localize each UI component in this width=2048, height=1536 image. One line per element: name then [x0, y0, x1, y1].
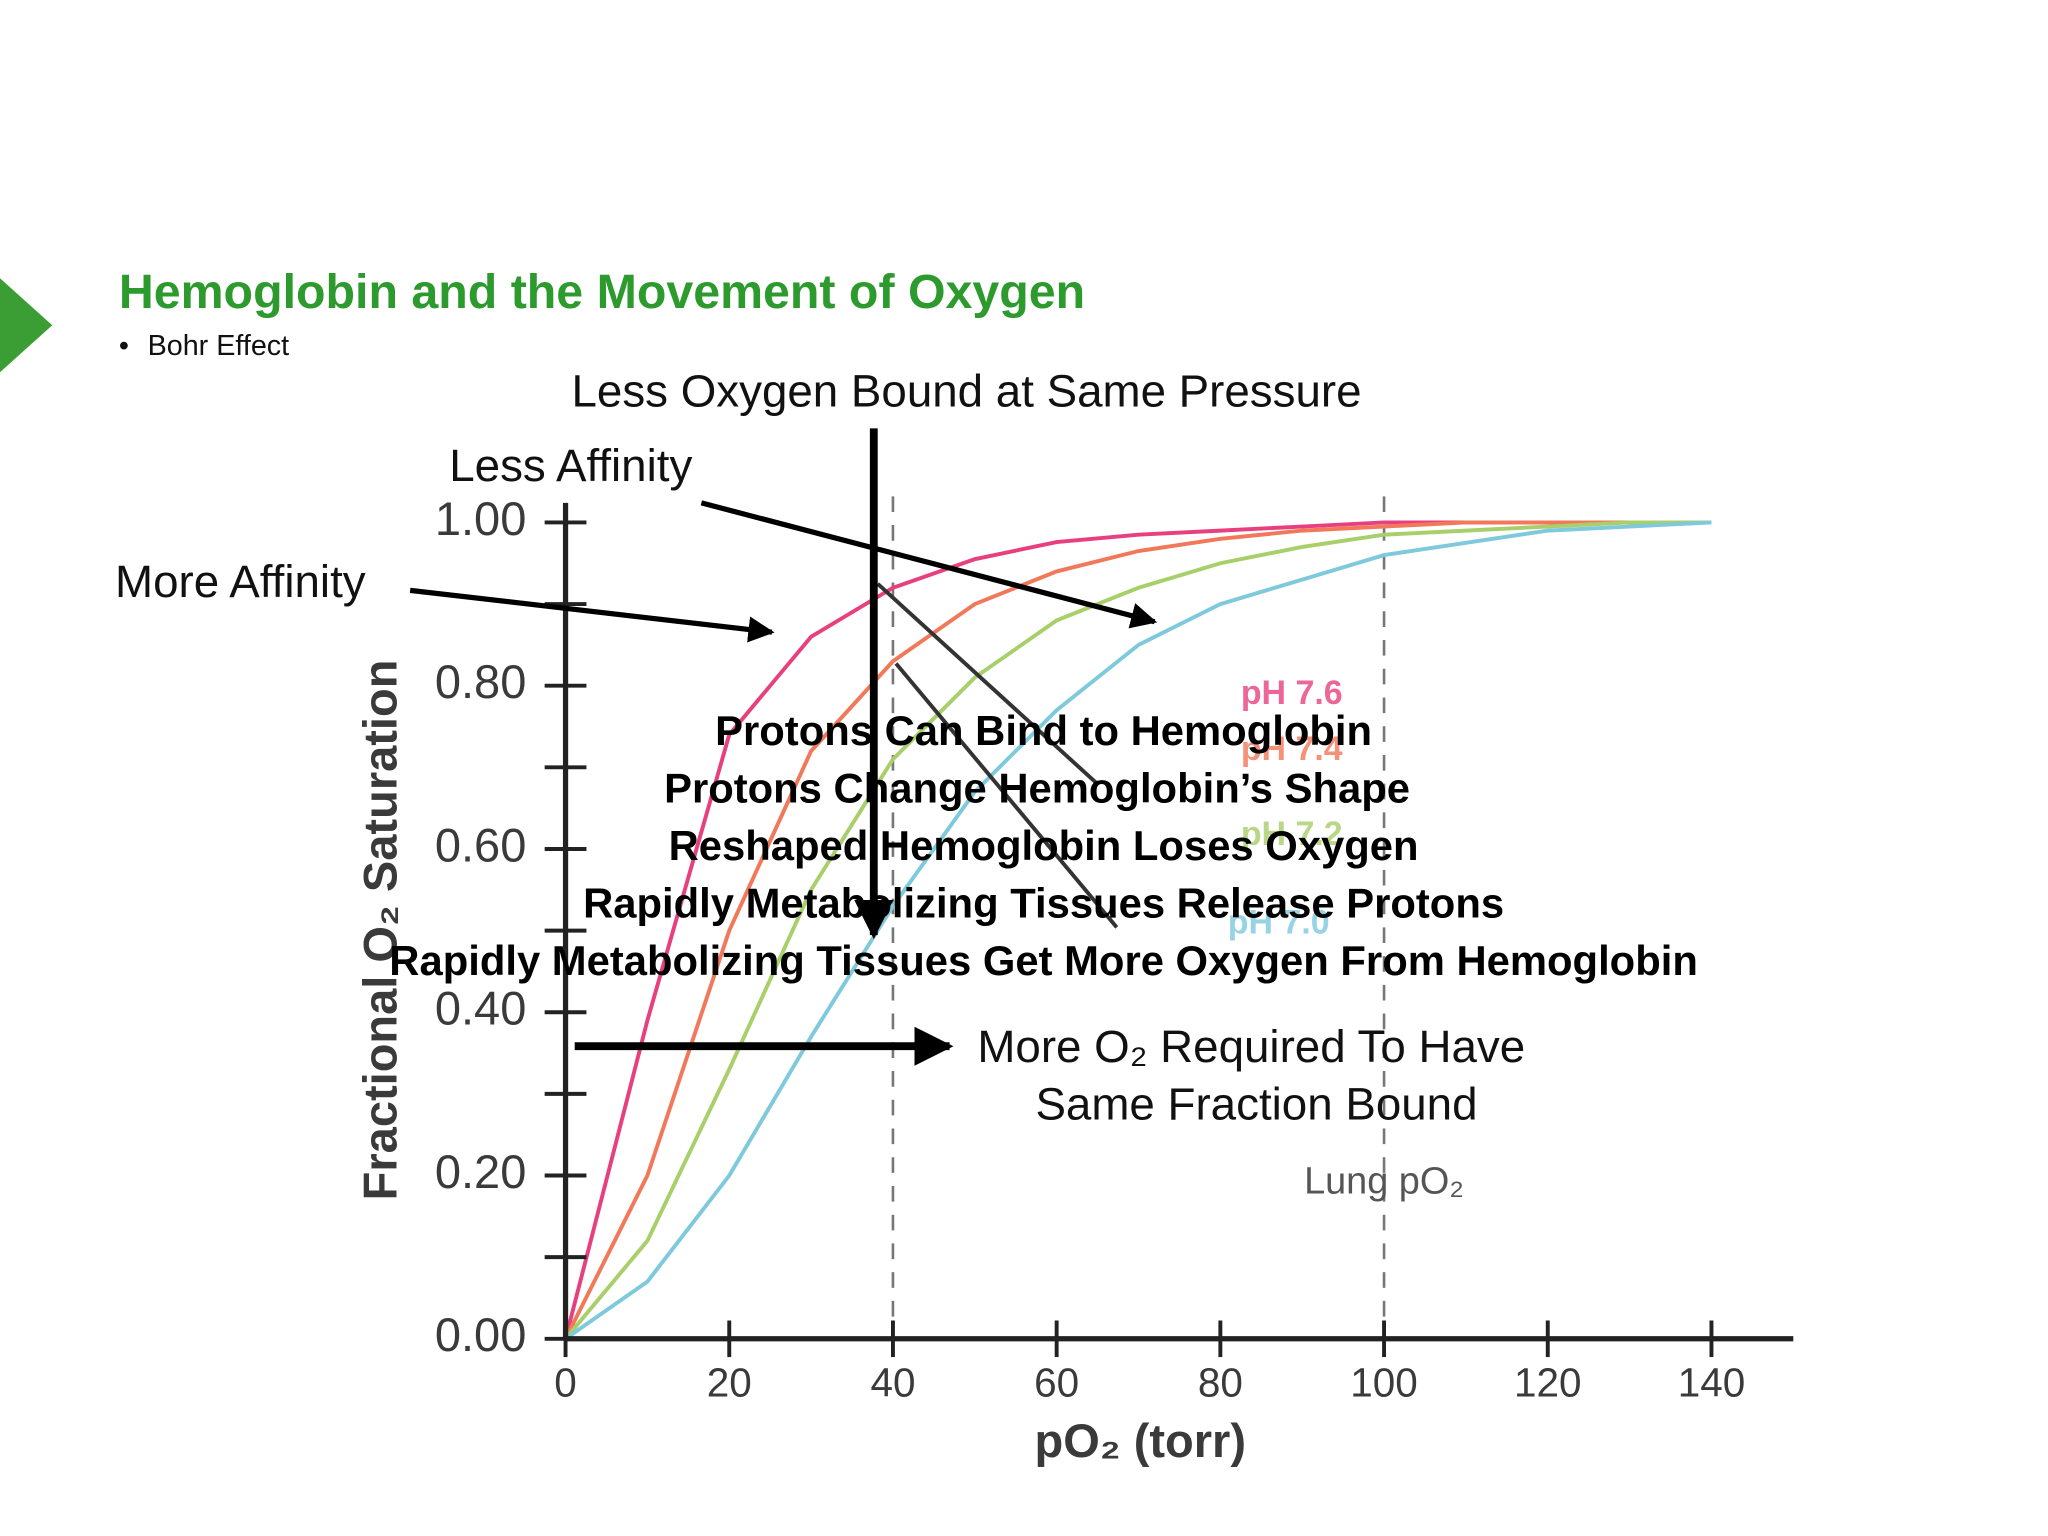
annotation: Less Oxygen Bound at Same Pressure: [571, 366, 1361, 417]
annotation: More Affinity: [115, 556, 366, 607]
x-tick-label: 140: [1678, 1359, 1746, 1405]
y-tick-label: 0.00: [435, 1308, 527, 1361]
x-tick-label: 40: [870, 1359, 915, 1405]
curve: [563, 520, 1712, 1340]
y-tick-label: 0.80: [435, 655, 527, 708]
shift-line: [876, 582, 1099, 786]
annotations: Less Oxygen Bound at Same Pressure Less …: [115, 366, 1698, 1130]
arrow: [700, 500, 1158, 629]
annotation: Same Fraction Bound: [1035, 1079, 1477, 1130]
x-tick-label: 60: [1034, 1359, 1079, 1405]
annotation: Rapidly Metabolizing Tissues Get More Ox…: [389, 937, 1698, 984]
y-tick-label: 1.00: [435, 492, 527, 545]
curve-label: pH 7.2: [1241, 815, 1343, 853]
x-tick-label: 100: [1350, 1359, 1418, 1405]
y-axis-title: Fractional O₂ Saturation: [353, 660, 406, 1201]
plot: Lung pO₂ pH 7.6 pH 7.4 pH 7.2 pH 7.0 0 20 40 60 8…: [353, 492, 1794, 1467]
curve: [564, 520, 1712, 1341]
curve-label: pH 7.4: [1241, 730, 1343, 768]
x-tick-label: 120: [1514, 1359, 1582, 1405]
annotation: Less Affinity: [449, 440, 692, 491]
reference-label: Lung pO₂: [1304, 1160, 1464, 1202]
bullet-text: Bohr Effect: [148, 330, 290, 362]
y-tick-label: 0.20: [435, 1145, 527, 1198]
curve-label: pH 7.6: [1241, 674, 1343, 712]
x-axis-title: pO₂ (torr): [1034, 1414, 1246, 1467]
arrow: [409, 587, 775, 643]
annotation: Reshaped Hemoglobin Loses Oxygen: [669, 822, 1419, 869]
annotation: Protons Change Hemoglobin’s Shape: [664, 765, 1410, 812]
bullet-dot: •: [119, 330, 129, 362]
x-tick-label: 80: [1198, 1359, 1243, 1405]
slide-title: Hemoglobin and the Movement of Oxygen: [119, 265, 1085, 319]
curve: [564, 520, 1712, 1341]
curve-label: pH 7.0: [1228, 904, 1330, 942]
y-tick-label: 0.60: [435, 818, 527, 871]
slide-accent: [0, 278, 53, 373]
annotation: Protons Can Bind to Hemoglobin: [715, 707, 1372, 754]
x-tick-label: 0: [554, 1359, 577, 1405]
y-tick-label: 0.40: [435, 982, 527, 1035]
shift-line: [894, 662, 1119, 929]
annotation: More O₂ Required To Have: [977, 1021, 1525, 1072]
annotation: Rapidly Metabolizing Tissues Release Pro…: [583, 879, 1504, 926]
x-tick-label: 20: [707, 1359, 752, 1405]
